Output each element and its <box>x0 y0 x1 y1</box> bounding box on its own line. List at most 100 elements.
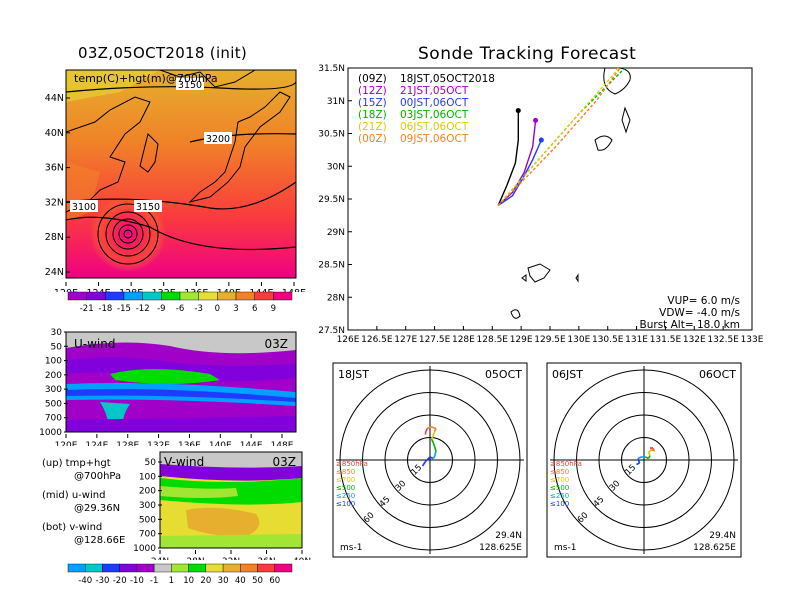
polar-date: 06OCT <box>699 368 736 381</box>
v-wind-surface-band <box>160 534 302 548</box>
hodograph-segment <box>636 462 640 466</box>
china-coastline <box>65 96 151 213</box>
x-tick-label: 140E <box>217 288 241 292</box>
pressure-level-label: ≤250 <box>550 492 569 500</box>
y-tick-label: 36N <box>45 163 64 174</box>
x-tick-label: 127E <box>394 335 417 345</box>
x-tick-label: 130E <box>567 335 590 345</box>
launch-code: (15Z) <box>358 97 387 109</box>
y-tick-label: 500 <box>45 399 62 409</box>
y-tick-label: 700 <box>45 414 62 424</box>
v-wind-frame <box>159 451 303 549</box>
u-wind-band-blue <box>66 389 296 402</box>
colorbar-label: -21 <box>80 304 94 314</box>
y-tick-label: 1000 <box>39 428 62 438</box>
x-tick-label: 144E <box>240 441 263 446</box>
cold-region <box>66 70 160 102</box>
typhoon-core <box>90 196 166 272</box>
y-tick-label: 50 <box>145 458 157 468</box>
temperature-colorbar: -21 -18 -15 -12 -9 -6 -3 0 3 6 9 <box>67 291 293 314</box>
v-wind-orange-patch <box>186 507 260 537</box>
contour-outer <box>65 216 297 251</box>
v-wind-band-violet <box>160 464 302 481</box>
x-tick-label: 128.5E <box>477 335 509 345</box>
kyushu-coast <box>603 67 631 95</box>
x-tick-label: 136E <box>178 441 201 446</box>
launch-code: (09Z) <box>358 73 387 85</box>
vup-param: VUP= 6.0 m/s <box>667 295 740 307</box>
hodograph-segment <box>647 455 651 459</box>
colorbar-label: -15 <box>117 304 131 314</box>
u-wind-y-axis: 30 50 100 200 300 500 700 1000 <box>39 328 68 438</box>
x-tick-label: 132E <box>152 288 176 292</box>
colorbar-swatch <box>274 563 293 573</box>
hodograph-segment <box>433 450 437 458</box>
colorbar-swatch <box>188 563 207 573</box>
pressure-level-label: ≤500 <box>550 484 569 492</box>
colorbar-swatch <box>105 291 125 301</box>
hodograph-segment <box>426 426 432 430</box>
colorbar-swatch <box>123 291 143 301</box>
colorbar-label: 10 <box>183 576 194 586</box>
y-tick-label: 300 <box>45 385 62 395</box>
wind-colorbar: -40 -30 -20 -10 -1 1 10 20 30 40 50 60 <box>67 563 293 586</box>
vdw-param: VDW= -4.0 m/s <box>659 307 740 319</box>
contour-label-bg <box>134 200 162 212</box>
colorbar-swatch <box>85 563 103 573</box>
colorbar-swatch <box>235 291 255 301</box>
colorbar-label: 3 <box>233 304 238 314</box>
location-lon: 128.625E <box>693 543 736 553</box>
island-kikai <box>521 274 527 282</box>
x-tick-label: 131E <box>625 335 648 345</box>
y-tick-label: 100 <box>45 357 62 367</box>
u-wind-frame <box>65 331 297 433</box>
x-tick-label: 148E <box>282 288 306 292</box>
y-tick-label: 27.5N <box>318 326 345 336</box>
map-y-axis: 44N 40N 36N 32N 28N 24N <box>45 93 70 278</box>
sonde-track-line <box>497 110 519 206</box>
polar-time: 18JST <box>338 368 369 381</box>
pressure-level-label: ≤100 <box>550 500 569 508</box>
x-tick-label: 124E <box>87 288 111 292</box>
launch-time: 06JST,06OCT <box>400 121 469 133</box>
tracking-title: Sonde Tracking Forecast <box>418 44 637 64</box>
typhoon-contour-2 <box>105 211 151 257</box>
v-wind-y-axis: 50 100 200 300 500 700 1000 <box>133 458 162 554</box>
y-tick-label: 700 <box>139 530 156 540</box>
y-tick-label: 31N <box>327 97 345 107</box>
pressure-level-label: ≤100 <box>336 500 355 508</box>
x-tick-label: 140E <box>209 441 232 446</box>
colorbar-swatch <box>217 291 237 301</box>
hodograph-segment <box>431 426 437 430</box>
y-tick-label: 40N <box>45 128 64 139</box>
hodograph-segment <box>430 435 434 440</box>
location-lon: 128.625E <box>479 543 522 553</box>
colorbar-label: 50 <box>252 576 263 586</box>
colorbar-swatch <box>102 563 120 573</box>
colorbar-swatch <box>254 291 274 301</box>
y-tick-label: 30N <box>327 162 345 172</box>
y-tick-label: 29.5N <box>318 195 345 205</box>
pressure-level-label: ≤850 <box>550 468 569 476</box>
hodograph-segment <box>424 456 431 463</box>
colorbar-label: -40 <box>78 576 92 586</box>
colorbar-swatch <box>153 563 172 573</box>
colorbar-label: -20 <box>113 576 127 586</box>
pressure-level-label: ≤250 <box>336 492 355 500</box>
launch-time: 18JST,05OCT2018 <box>400 73 495 85</box>
launch-code: (21Z) <box>358 121 387 133</box>
unit-label: ms-1 <box>340 543 362 553</box>
y-tick-label: 1000 <box>133 544 156 554</box>
hodograph-segment <box>432 431 436 437</box>
sonde-track-line <box>497 120 537 207</box>
legend-up: (up) tmp+hgt <box>42 458 111 469</box>
colorbar-swatch <box>86 291 106 301</box>
x-tick-label: 130.5E <box>592 335 624 345</box>
sonde-tracking-map: 126E 126.5E 127E 127.5E 128E 128.5E 129E 129.5E… <box>318 64 764 345</box>
colorbar-label: -9 <box>157 304 165 314</box>
y-tick-label: 100 <box>139 472 156 482</box>
contour-label-bg <box>176 78 204 90</box>
island-tanegashima <box>621 106 631 134</box>
colorbar-label: -18 <box>98 304 112 314</box>
polar-time: 06JST <box>552 368 583 381</box>
